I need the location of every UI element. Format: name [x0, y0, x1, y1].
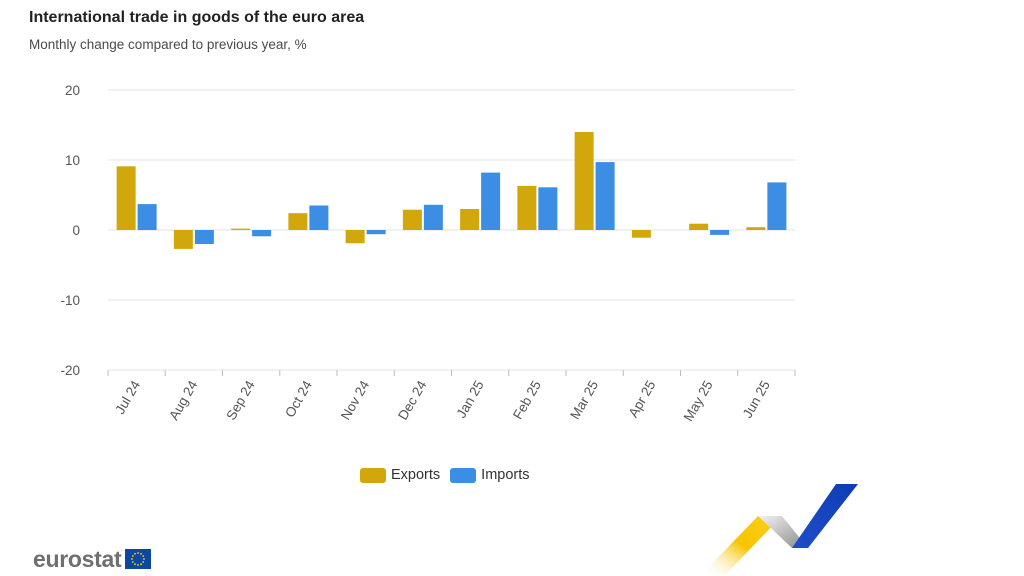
x-tick-label: Feb 25: [510, 378, 544, 422]
legend-item-imports[interactable]: Imports: [450, 467, 530, 483]
bar-exports: [460, 209, 480, 230]
x-tick-label: Jun 25: [740, 378, 773, 421]
x-tick-label: May 25: [681, 378, 716, 424]
decorative-swoosh: [702, 484, 858, 574]
bar-imports: [767, 182, 787, 230]
y-tick-label: 0: [72, 223, 80, 238]
bar-exports: [288, 213, 308, 230]
x-tick-label: Oct 24: [282, 378, 315, 420]
x-tick-label: Nov 24: [338, 378, 373, 423]
y-tick-label: 10: [65, 153, 80, 168]
bar-imports: [710, 230, 730, 235]
x-tick-label: Jul 24: [112, 378, 143, 417]
bar-imports: [423, 204, 443, 230]
bar-exports: [402, 209, 422, 230]
bar-imports: [538, 187, 558, 230]
bar-imports: [137, 204, 157, 230]
bar-exports: [746, 227, 766, 230]
bar-exports: [517, 185, 537, 230]
bar-imports: [309, 205, 329, 230]
bar-exports: [631, 230, 651, 238]
legend-swatch-imports: [450, 467, 477, 483]
bar-exports: [116, 166, 136, 230]
logo-text: eurostat: [33, 546, 122, 572]
bar-imports: [595, 162, 615, 230]
legend-label-exports: Exports: [391, 467, 441, 483]
eu-flag-icon: [125, 549, 152, 569]
x-tick-label: Dec 24: [395, 378, 430, 423]
bar-imports: [252, 230, 272, 237]
chart-title: International trade in goods of the euro…: [29, 9, 365, 26]
legend-label-imports: Imports: [481, 467, 530, 483]
bar-exports: [345, 230, 365, 244]
bar-exports: [574, 132, 594, 230]
x-tick-label: Sep 24: [223, 378, 258, 423]
x-tick-label: Jan 25: [453, 378, 486, 421]
legend: Exports Imports: [360, 467, 540, 483]
x-tick-label: Mar 25: [567, 378, 601, 422]
eurostat-logo: eurostat: [33, 546, 152, 572]
x-tick-label: Aug 24: [166, 378, 201, 423]
bar-exports: [173, 230, 193, 249]
y-tick-label: -20: [60, 363, 80, 378]
y-tick-label: 20: [65, 83, 80, 98]
bar-exports: [231, 228, 251, 230]
bar-imports: [366, 230, 386, 235]
bar-exports: [689, 223, 709, 230]
legend-item-exports[interactable]: Exports: [360, 467, 440, 483]
legend-swatch-exports: [360, 467, 386, 483]
x-tick-label: Apr 25: [626, 378, 659, 420]
bar-imports: [481, 172, 501, 230]
y-tick-label: -10: [60, 293, 80, 308]
bar-imports: [194, 230, 214, 244]
chart-subtitle: Monthly change compared to previous year…: [29, 37, 307, 52]
